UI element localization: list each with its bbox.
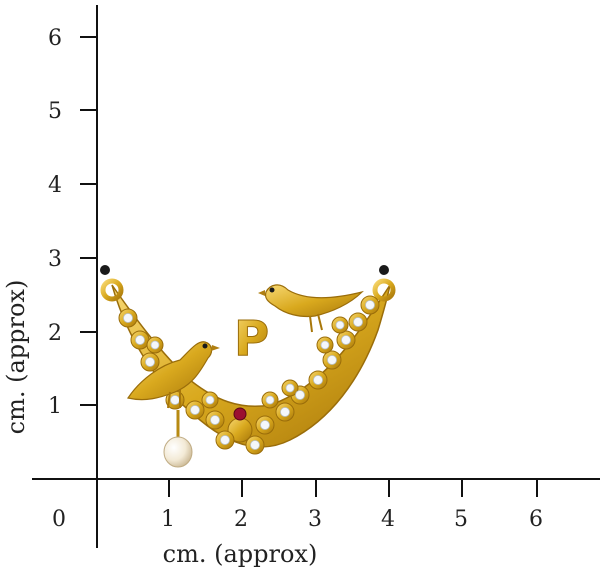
ruby-stone-icon [233, 407, 247, 421]
y-axis-ticks [80, 36, 97, 406]
y-tick-label: 6 [48, 26, 62, 51]
y-tick-label: 3 [48, 247, 62, 272]
y-axis-title: cm. (approx) [2, 280, 30, 435]
x-tick-label: 3 [308, 507, 322, 532]
x-axis-title: cm. (approx) [163, 540, 318, 568]
origin-label: 0 [52, 507, 66, 532]
left-hook-loop [100, 278, 124, 302]
left-bird-icon [127, 341, 220, 409]
x-tick-label: 4 [381, 507, 395, 532]
left-black-bead-icon [100, 265, 110, 275]
x-tick-label: 2 [234, 507, 248, 532]
right-black-bead-icon [379, 265, 389, 275]
y-tick-label: 4 [48, 173, 62, 198]
y-tick-label: 1 [48, 394, 62, 419]
y-tick-label: 2 [48, 321, 62, 346]
x-tick-label: 6 [529, 507, 543, 532]
white-stone-set [123, 300, 375, 450]
mangalsutra-pendant-illustration: P [100, 265, 396, 468]
y-tick-label: 5 [48, 99, 62, 124]
right-bird-icon [258, 284, 364, 333]
initial-letter: P [234, 311, 269, 367]
x-tick-label: 5 [454, 507, 468, 532]
pearl-drop-icon [163, 436, 193, 468]
right-hook-loop [372, 278, 396, 302]
x-axis-ticks [168, 479, 538, 497]
x-tick-label: 1 [161, 507, 175, 532]
